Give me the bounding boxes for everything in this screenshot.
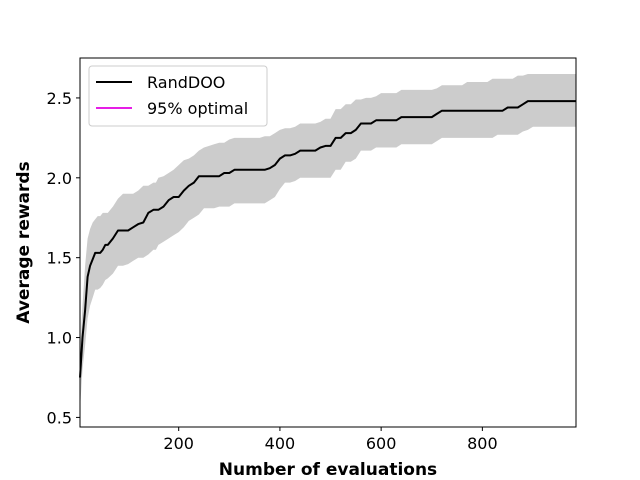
y-tick-label: 0.5 xyxy=(47,408,72,427)
axis-ticks: 200 400 600 800 0.5 1.0 1.5 2.0 2.5 xyxy=(47,89,498,453)
y-tick-label: 2.5 xyxy=(47,89,72,108)
legend-box xyxy=(88,65,268,127)
legend-label-95-optimal: 95% optimal xyxy=(147,99,248,118)
x-tick-label: 600 xyxy=(366,434,397,453)
y-tick-label: 2.0 xyxy=(47,169,72,188)
x-axis-label: Number of evaluations xyxy=(219,460,437,480)
y-tick-label: 1.5 xyxy=(47,249,72,268)
confidence-band-randdoo xyxy=(80,74,576,410)
x-tick-label: 400 xyxy=(265,434,296,453)
legend: RandDOO 95% optimal xyxy=(88,65,268,127)
legend-label-randdoo: RandDOO xyxy=(147,73,225,92)
x-tick-label: 800 xyxy=(467,434,498,453)
x-tick-label: 200 xyxy=(163,434,194,453)
series-line-randdoo xyxy=(79,100,576,378)
y-axis-label: Average rewards xyxy=(14,161,34,323)
axes-frame xyxy=(79,57,577,428)
plot-area xyxy=(79,74,576,410)
y-tick-label: 1.0 xyxy=(47,329,72,348)
